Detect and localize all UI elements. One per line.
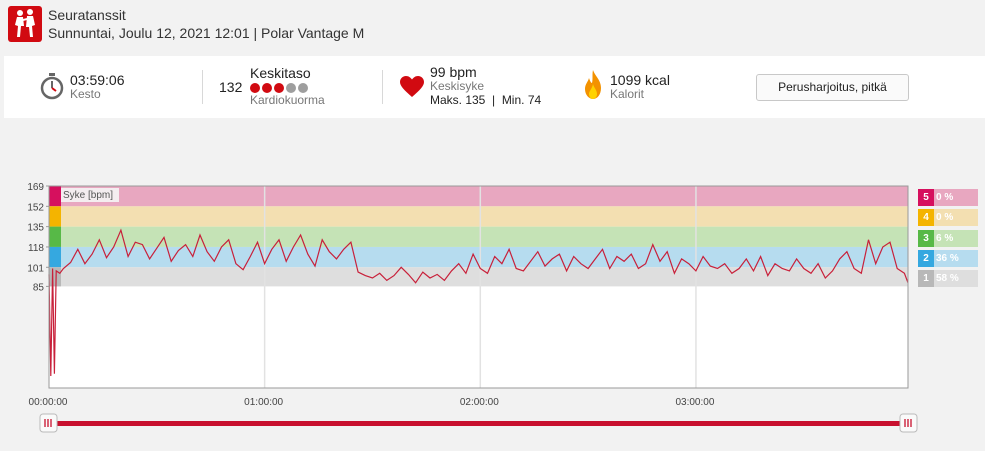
dancer-icon: [8, 6, 42, 42]
heart-rate-label: Keskisyke: [430, 79, 485, 93]
zone-percent: 6 %: [936, 232, 954, 244]
duration-label: Kesto: [70, 87, 101, 101]
stopwatch-icon: [40, 73, 64, 100]
zone-band-1: [49, 267, 908, 287]
training-target-button[interactable]: Perusharjoitus, pitkä: [756, 74, 909, 101]
x-tick-label: 03:00:00: [675, 397, 714, 408]
heart-rate-minmax: Maks. 135 | Min. 74: [430, 93, 542, 107]
zone-marker-5: [49, 186, 61, 207]
zone-number: 3: [918, 229, 934, 247]
cardio-load-label: Kardiokuorma: [250, 93, 325, 107]
x-tick-label: 02:00:00: [460, 397, 499, 408]
zone-percent: 0 %: [936, 192, 954, 203]
calories-label: Kalorit: [610, 87, 645, 101]
heart-rate-chart-svg: 169 152 135 118 101 85 00:00:00 01:00:00 02:00:0…: [27, 182, 918, 433]
series-label: Syke [bpm]: [63, 190, 113, 201]
zone-number: 4: [918, 209, 934, 227]
y-tick-label: 101: [27, 263, 44, 274]
flame-icon: [585, 70, 601, 99]
range-track: [48, 421, 910, 426]
zone-percent: 0 %: [936, 212, 954, 224]
zone-badge-2: 2 36 %: [918, 249, 978, 267]
page-title: Seuratanssit: [48, 7, 126, 23]
plot-frame: [48, 185, 909, 389]
zone-marker-4: [49, 206, 61, 227]
x-tick-label: 01:00:00: [244, 397, 283, 408]
zone-percent: 58 %: [936, 273, 959, 285]
dot-empty: [298, 83, 308, 93]
summary-bar: 03:59:06 Kesto 132 Keskitaso Kardiokuorm…: [4, 56, 985, 118]
y-tick-label: 118: [28, 243, 44, 254]
y-tick-label: 152: [27, 202, 44, 213]
y-tick-label: 169: [27, 182, 44, 193]
heart-rate-line: [48, 228, 909, 377]
divider: [382, 70, 383, 104]
heart-icon: [400, 76, 424, 97]
calories-value: 1099 kcal: [610, 72, 670, 88]
divider: [202, 70, 203, 104]
y-tick-label: 135: [27, 223, 44, 234]
zone-number: 2: [918, 249, 934, 267]
cardio-load-value: 132: [219, 79, 243, 95]
dot-empty: [286, 83, 296, 93]
cardio-load-level: Keskitaso: [250, 65, 311, 81]
workout-header: Seuratanssit Sunnuntai, Joulu 12, 2021 1…: [0, 0, 985, 52]
zone-badge-1: 1 58 %: [918, 270, 978, 288]
zone-percent: 36 %: [936, 252, 959, 264]
zone-marker-2: [49, 246, 61, 268]
zone-number: 5: [918, 189, 934, 206]
zone-band-5: [49, 186, 908, 207]
zone-band-4: [49, 206, 908, 227]
dot-filled: [274, 83, 284, 93]
dot-filled: [262, 83, 272, 93]
series-label-bg: [61, 188, 119, 202]
x-tick-label: 00:00:00: [29, 397, 68, 408]
heart-rate-chart: 169 152 135 118 101 85 00:00:00 01:00:00 02:00:0…: [0, 150, 985, 446]
dot-filled: [250, 83, 260, 93]
cardio-load-dots: [250, 80, 330, 93]
zone-marker-3: [49, 226, 61, 247]
zone-band-3: [49, 226, 908, 247]
y-tick-label: 85: [33, 282, 45, 293]
workout-subtitle: Sunnuntai, Joulu 12, 2021 12:01 | Polar …: [48, 25, 365, 41]
zone-marker-1: [49, 267, 61, 287]
duration-value: 03:59:06: [70, 72, 125, 88]
heart-rate-value: 99 bpm: [430, 64, 477, 80]
zone-number: 1: [918, 270, 934, 288]
